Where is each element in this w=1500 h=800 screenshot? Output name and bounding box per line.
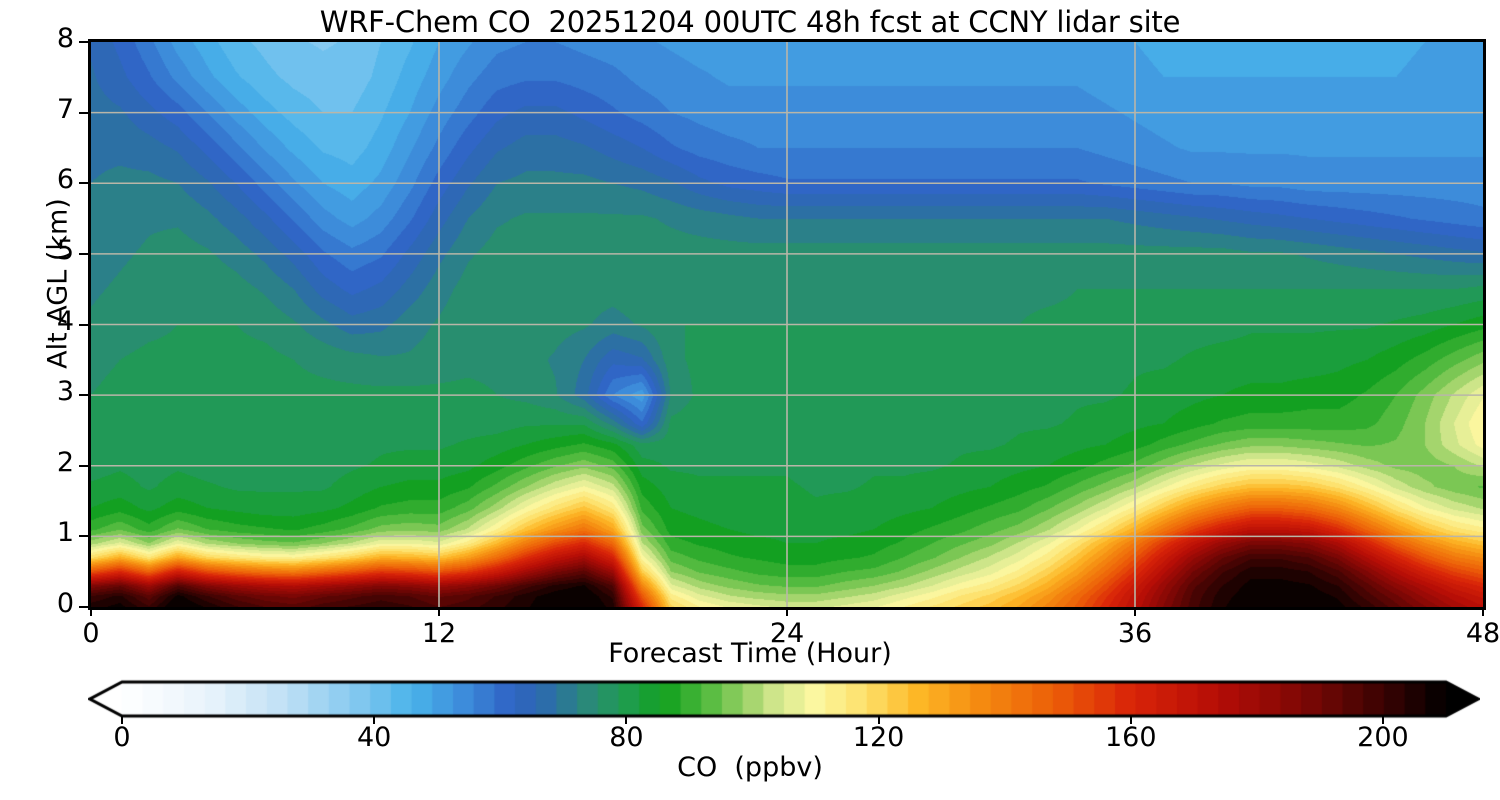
y-tick-mark bbox=[79, 535, 88, 538]
y-tick-label: 3 bbox=[56, 376, 74, 408]
colorbar-tick-label: 200 bbox=[1357, 722, 1409, 753]
y-tick-label: 8 bbox=[56, 23, 74, 54]
plot-area bbox=[88, 39, 1486, 610]
x-tick-label: 0 bbox=[82, 618, 100, 649]
y-tick-mark bbox=[79, 111, 88, 114]
y-tick-mark bbox=[79, 41, 88, 43]
y-tick-mark bbox=[79, 252, 88, 255]
x-tick-mark bbox=[1482, 607, 1484, 616]
colorbar-label: CO (ppbv) bbox=[677, 752, 823, 783]
colorbar-tick-mark bbox=[1129, 716, 1132, 724]
y-tick-mark bbox=[79, 606, 88, 608]
colorbar-ticks: 0 40 80 120 160 200 bbox=[88, 716, 1480, 756]
x-tick-mark bbox=[1134, 607, 1136, 616]
colorbar-tick-label: 120 bbox=[852, 722, 905, 753]
x-tick-mark bbox=[786, 607, 788, 616]
colorbar-tick-label: 40 bbox=[357, 722, 392, 753]
y-tick-label: 2 bbox=[56, 446, 74, 478]
y-tick-label: 6 bbox=[56, 164, 74, 196]
colorbar-tick-mark bbox=[877, 716, 880, 724]
colorbar-tick-label: 80 bbox=[609, 722, 644, 753]
x-axis-label: Forecast Time (Hour) bbox=[608, 638, 892, 669]
y-tick-label: 0 bbox=[56, 588, 74, 619]
colorbar bbox=[88, 678, 1480, 720]
colorbar-tick-mark bbox=[625, 716, 628, 724]
x-tick-label: 48 bbox=[1465, 618, 1500, 649]
y-tick-mark bbox=[79, 464, 88, 467]
x-tick-label: 36 bbox=[1117, 618, 1153, 649]
y-axis-label: Alt AGL (km) bbox=[42, 198, 74, 369]
colorbar-tick-mark bbox=[121, 716, 123, 724]
x-tick-label: 24 bbox=[769, 618, 805, 649]
y-tick-label: 4 bbox=[56, 305, 74, 337]
y-tick-mark bbox=[79, 182, 88, 185]
y-tick-mark bbox=[79, 323, 88, 326]
x-tick-label: 12 bbox=[421, 618, 457, 649]
x-tick-mark bbox=[438, 607, 440, 616]
x-tick-mark bbox=[90, 607, 92, 616]
colorbar-tick-mark bbox=[373, 716, 376, 724]
colorbar-tick-label: 160 bbox=[1104, 722, 1157, 753]
colorbar-tick-label: 0 bbox=[113, 722, 131, 753]
y-tick-label: 1 bbox=[56, 517, 74, 549]
co-contour-field bbox=[91, 42, 1483, 607]
colorbar-tick-mark bbox=[1381, 716, 1384, 724]
y-tick-mark bbox=[79, 394, 88, 397]
y-tick-label: 5 bbox=[56, 234, 74, 266]
colorbar-gradient bbox=[88, 678, 1480, 720]
chart-title: WRF-Chem CO 20251204 00UTC 48h fcst at C… bbox=[319, 5, 1181, 39]
y-tick-label: 7 bbox=[56, 93, 74, 125]
